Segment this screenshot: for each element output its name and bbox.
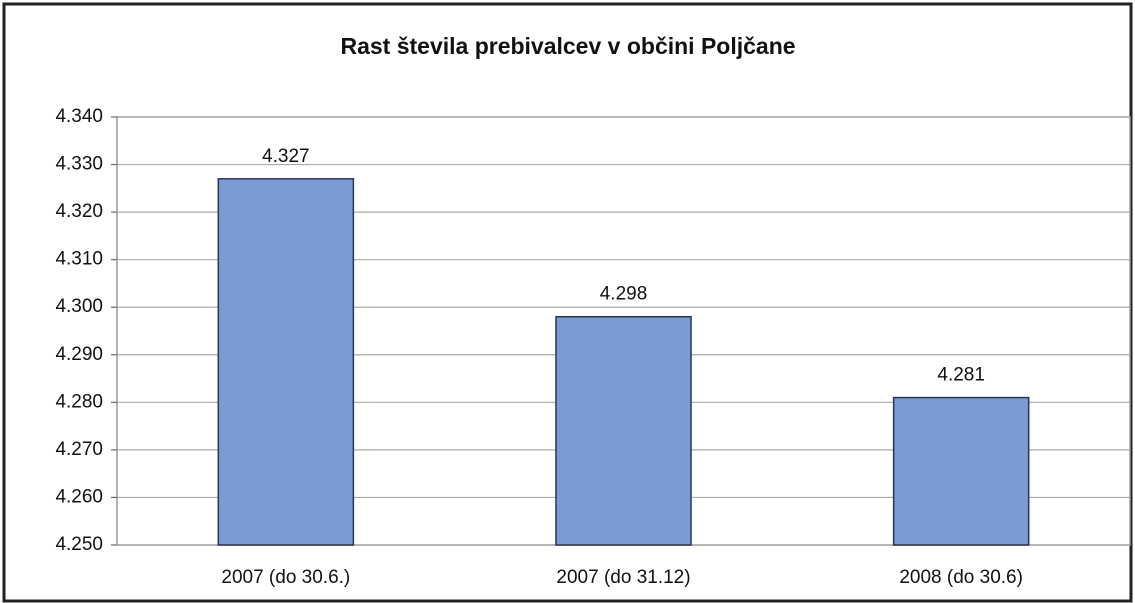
value-label: 4.327 (262, 146, 310, 167)
x-tick-label: 2007 (do 30.6.) (221, 567, 350, 588)
y-tick-label: 4.300 (55, 296, 103, 317)
y-tick-label: 4.330 (55, 154, 103, 175)
chart-title: Rast števila prebivalcev v občini Poljča… (340, 33, 795, 59)
value-label: 4.298 (600, 284, 648, 305)
y-tick-label: 4.280 (55, 391, 103, 412)
bar (555, 315, 692, 546)
y-tick-label: 4.250 (55, 534, 103, 555)
y-tick-label: 4.310 (55, 249, 103, 270)
value-label: 4.281 (937, 365, 985, 386)
y-tick-label: 4.340 (55, 106, 103, 127)
y-tick-label: 4.260 (55, 486, 103, 507)
bar (217, 178, 355, 546)
x-tick-label: 2008 (do 30.6) (899, 567, 1023, 588)
y-tick-label: 4.270 (55, 439, 103, 460)
bar (892, 396, 1030, 546)
y-tick-label: 4.290 (55, 344, 103, 365)
y-tick-label: 4.320 (55, 201, 103, 222)
x-tick-label: 2007 (do 31.12) (556, 567, 690, 588)
